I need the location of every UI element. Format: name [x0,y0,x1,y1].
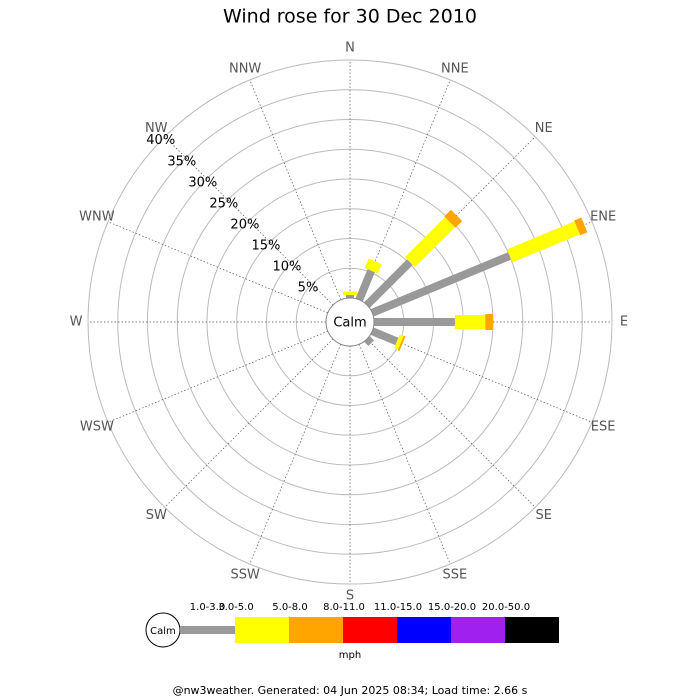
direction-label: WNW [79,210,115,225]
legend-swatch [235,617,289,643]
r-tick-label: 5% [298,280,319,295]
legend-swatch [451,617,505,643]
wind-segment [364,336,375,347]
spoke [107,330,328,423]
legend-label: 15.0-20.0 [428,602,476,613]
calm-label: Calm [333,316,366,331]
direction-label: SE [536,508,552,523]
direction-label: NNE [441,61,469,76]
r-tick-label: 15% [251,238,280,253]
r-tick-label: 35% [167,154,196,169]
legend-label: 1.0-3.0 [190,602,225,613]
direction-label: NW [145,121,168,136]
legend-label: 8.0-11.0 [323,602,365,613]
grid-ring [87,59,613,585]
direction-label: NE [535,121,553,136]
spoke [249,344,342,565]
wind-segment [355,269,375,302]
legend-swatch [505,617,559,643]
spoke [164,338,334,508]
legend-swatch [180,626,235,634]
spoke [372,330,593,423]
wind-segment [370,327,399,346]
direction-label: S [346,589,354,604]
wind-segment [394,334,404,350]
legend-swatch [343,617,397,643]
wind-segment [397,335,406,352]
calm-circle [325,297,375,347]
direction-label: ESE [591,419,616,434]
direction-label: W [70,315,83,330]
legend-calm-label: Calm [150,626,176,637]
direction-label: SSW [230,568,260,583]
legend-unit: mph [339,650,361,661]
legend-swatch [289,617,343,643]
legend-label: 3.0-5.0 [218,602,253,613]
wind-segment [370,252,512,317]
r-tick-label: 40% [146,133,175,148]
spoke [164,136,334,306]
legend-label: 5.0-8.0 [272,602,307,613]
wind-segment [364,258,382,274]
wind-segment [364,259,413,308]
legend-label: 20.0-50.0 [482,602,530,613]
grid-ring [117,89,583,555]
wind-segment [404,217,455,268]
chart-title: Wind rose for 30 Dec 2010 [223,6,477,28]
r-tick-label: 10% [273,259,302,274]
direction-label: NNW [229,61,261,76]
legend-swatch [397,617,451,643]
direction-label: ENE [590,210,616,225]
direction-label: WSW [80,419,114,434]
spoke [249,79,342,300]
r-tick-label: 20% [230,217,259,232]
footer: @nw3weather. Generated: 04 Jun 2025 08:3… [173,684,528,697]
grid-ring [176,148,524,496]
r-tick-label: 30% [188,175,217,190]
direction-label: N [345,41,355,56]
direction-label: SSE [442,568,467,583]
r-tick-label: 25% [209,196,238,211]
spoke [358,344,451,565]
wind-segment [444,209,463,228]
spoke [107,221,328,314]
spoke [366,338,536,508]
direction-label: SW [146,508,167,523]
wind-segment [506,221,580,263]
legend-label: 11.0-15.0 [374,602,422,613]
wind-segment [574,217,588,236]
direction-label: E [620,315,628,330]
